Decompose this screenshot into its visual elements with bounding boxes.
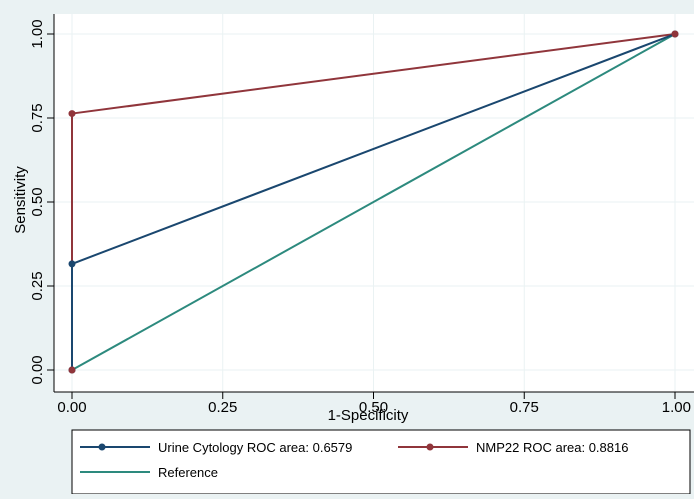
y-tick-label: 0.75	[29, 103, 46, 132]
y-tick-label: 0.25	[29, 271, 46, 300]
x-axis-ticks: 0.00 0.25 0.50 0.75 1.00	[57, 392, 691, 416]
x-tick-label: 1.00	[662, 399, 691, 416]
legend-item-nmp22: NMP22 ROC area: 0.8816	[398, 440, 628, 455]
legend-marker-nmp22	[426, 443, 434, 451]
y-axis-ticks: 0.00 0.25 0.50 0.75 1.00	[29, 19, 54, 385]
legend-item-urine-cytology: Urine Cytology ROC area: 0.6579	[80, 440, 352, 455]
data-point-urine	[68, 260, 76, 268]
x-tick-label: 0.00	[57, 399, 86, 416]
x-axis-label: 1-Specificity	[328, 407, 409, 424]
legend-label-nmp22: NMP22 ROC area: 0.8816	[476, 440, 628, 455]
x-tick-label: 0.25	[208, 399, 237, 416]
series-layer	[68, 30, 679, 374]
data-point-nmp22	[671, 30, 679, 38]
legend-marker-urine-cytology	[98, 443, 106, 451]
series-line-reference	[71, 33, 676, 371]
y-tick-label: 0.50	[29, 187, 46, 216]
data-point-nmp22	[68, 366, 76, 374]
y-tick-label: 0.00	[29, 355, 46, 384]
data-point-nmp22	[68, 110, 76, 118]
x-tick-label: 0.50	[359, 399, 388, 416]
legend-item-reference: Reference	[80, 465, 218, 480]
legend: Urine Cytology ROC area: 0.6579 NMP22 RO…	[71, 429, 691, 495]
legend-label-reference: Reference	[158, 465, 218, 480]
y-axis-label: Sensitivity	[12, 166, 29, 234]
y-tick-label: 1.00	[29, 19, 46, 48]
x-tick-label: 0.75	[510, 399, 539, 416]
legend-label-urine-cytology: Urine Cytology ROC area: 0.6579	[158, 440, 352, 455]
